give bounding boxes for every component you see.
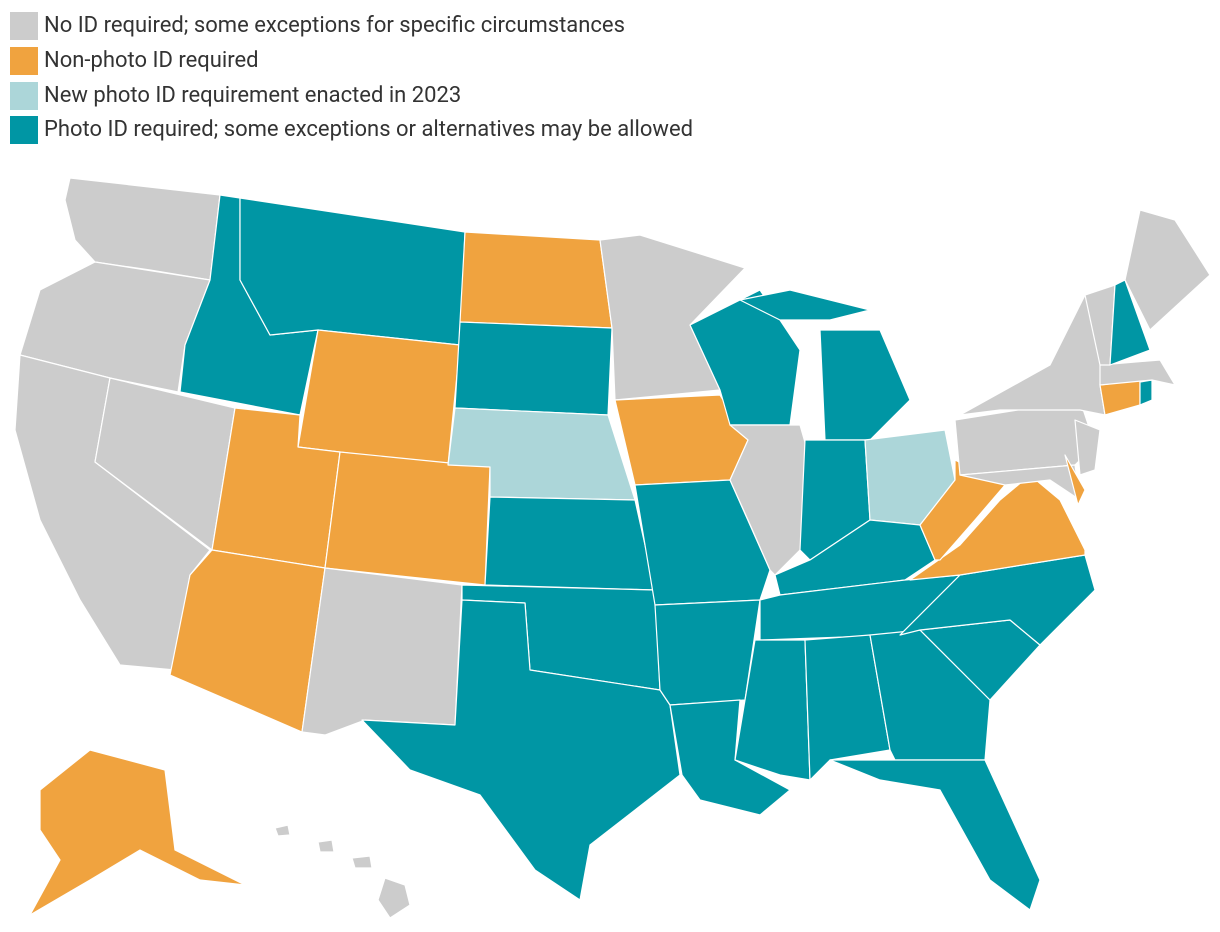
state (739, 289, 871, 321)
state (829, 759, 1041, 911)
state (274, 824, 291, 837)
legend-swatch (10, 82, 38, 110)
state (919, 459, 1006, 561)
state (484, 496, 656, 591)
legend: No ID required; some exceptions for spec… (10, 12, 693, 144)
state (301, 567, 463, 736)
legend-label: New photo ID requirement enacted in 2023 (44, 83, 461, 108)
state (351, 855, 373, 869)
state (669, 699, 791, 816)
legend-swatch (10, 12, 38, 40)
state (29, 749, 246, 916)
state (634, 479, 771, 606)
state (1124, 209, 1211, 331)
state (959, 294, 1106, 416)
legend-label: Non-photo ID required (44, 48, 259, 73)
state (459, 231, 613, 329)
state (1064, 454, 1086, 506)
state (899, 554, 1096, 646)
states (14, 177, 1211, 919)
state (959, 464, 1081, 501)
state (1074, 419, 1101, 476)
legend-swatch (10, 47, 38, 75)
state (1099, 359, 1176, 386)
state (909, 474, 1086, 581)
state (317, 839, 335, 853)
state (239, 197, 466, 346)
legend-label: No ID required; some exceptions for spec… (44, 13, 625, 38)
legend-label: Photo ID required; some exceptions or al… (44, 117, 693, 142)
state (819, 329, 911, 441)
state (64, 177, 221, 281)
state (324, 451, 491, 586)
state (454, 321, 613, 416)
state (1109, 279, 1151, 366)
state (297, 329, 461, 466)
legend-swatch (10, 116, 38, 144)
state (169, 549, 326, 733)
state (1139, 379, 1153, 406)
state (377, 877, 411, 919)
state (1099, 379, 1141, 416)
state (654, 599, 761, 706)
state (804, 634, 891, 781)
